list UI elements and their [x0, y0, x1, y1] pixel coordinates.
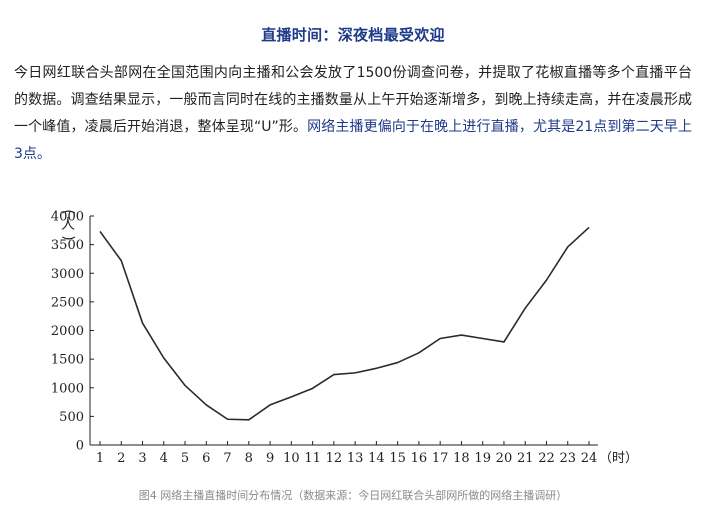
x-tick-label: 23 — [559, 451, 576, 466]
x-tick-label: 20 — [496, 451, 513, 466]
x-tick-label: 10 — [283, 451, 300, 466]
y-axis-unit-paren-bottom: ) — [60, 235, 76, 240]
x-tick-label: 11 — [304, 451, 321, 466]
x-tick-label: 15 — [389, 451, 406, 466]
figure-caption: 图4 网络主播直播时间分布情况（数据来源：今日网红联合头部网所做的网络主播调研） — [138, 489, 568, 502]
paragraph-text: 今日网红联合头部网在全国范围内向主播和公会发放了1500份调查问卷，并提取了花椒… — [14, 65, 692, 135]
y-tick-label: 1000 — [51, 381, 84, 396]
series-group — [99, 226, 590, 421]
x-tick-label: 7 — [223, 451, 231, 466]
x-tick-label: 21 — [517, 451, 534, 466]
x-axis-unit-label: （时） — [599, 451, 638, 466]
chart-axes — [89, 216, 598, 446]
x-tick-label: 16 — [411, 451, 428, 466]
y-tick-label: 0 — [76, 439, 84, 454]
x-tick-label: 24 — [581, 451, 598, 466]
y-ticks: 0 500 1000 1500 2000 2500 3000 3500 4000 — [51, 210, 94, 454]
x-ticks: 1 2 3 4 5 6 7 8 9 10 11 12 13 14 15 16 17 18 19 20 21 22 23 24 — [96, 441, 597, 466]
y-tick-label: 2000 — [51, 324, 84, 339]
y-axis-unit-label: 人 — [61, 217, 75, 233]
x-tick-label: 13 — [347, 451, 364, 466]
x-tick-label: 6 — [202, 451, 210, 466]
x-tick-label: 12 — [326, 451, 343, 466]
x-tick-label: 2 — [117, 451, 125, 466]
x-tick-label: 22 — [538, 451, 555, 466]
x-tick-label: 19 — [474, 451, 491, 466]
x-tick-label: 4 — [160, 451, 168, 466]
y-tick-label: 4000 — [51, 210, 84, 225]
y-tick-label: 3500 — [51, 238, 84, 253]
x-tick-label: 3 — [138, 451, 146, 466]
x-tick-label: 18 — [453, 451, 470, 466]
article-paragraph: 今日网红联合头部网在全国范围内向主播和公会发放了1500份调查问卷，并提取了花椒… — [14, 60, 692, 168]
x-tick-label: 14 — [368, 451, 385, 466]
y-tick-label: 3000 — [51, 267, 84, 282]
y-axis-unit-paren-top: ( — [60, 209, 76, 214]
paragraph-highlight: 网络主播更偏向于在晚上进行直播，尤其是21点到第二天早上3点。 — [14, 119, 692, 162]
x-tick-label: 9 — [266, 451, 274, 466]
x-tick-label: 8 — [245, 451, 253, 466]
article-headline: 直播时间：深夜档最受欢迎 — [261, 26, 445, 44]
y-tick-label: 500 — [59, 410, 84, 425]
series-line — [99, 226, 590, 421]
x-tick-label: 5 — [181, 451, 189, 466]
y-tick-label: 1500 — [51, 353, 84, 368]
x-tick-label: 1 — [96, 451, 104, 466]
x-tick-label: 17 — [432, 451, 449, 466]
y-tick-label: 2500 — [51, 295, 84, 310]
